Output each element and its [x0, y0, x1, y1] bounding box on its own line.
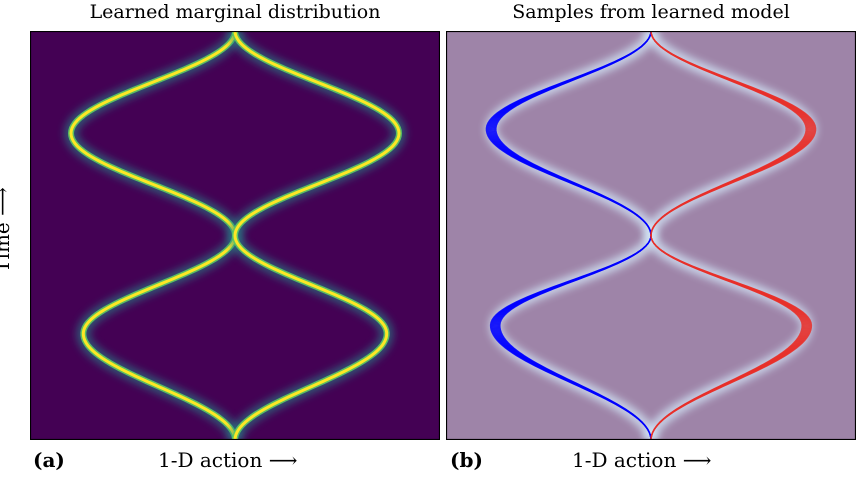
- samples-plot: [446, 31, 856, 440]
- sample-trajectory-1-9: [650, 31, 817, 440]
- panel-b-x-axis-label: 1-D action ⟶: [572, 448, 712, 472]
- panel-b-label: (b): [450, 448, 483, 472]
- panel-a-x-axis-label: 1-D action ⟶: [158, 448, 298, 472]
- panel-b-frame: [446, 31, 856, 440]
- panel-a-frame: [30, 31, 440, 440]
- panel-a-title: Learned marginal distribution: [89, 1, 381, 23]
- heatmap-plot: [30, 31, 440, 440]
- panel-b-samples: [446, 31, 856, 440]
- panel-b-title: Samples from learned model: [512, 1, 790, 23]
- heatmap-branch-1: [233, 31, 401, 440]
- y-axis-label: Time ⟶: [0, 187, 14, 273]
- panel-a-heatmap: [30, 31, 440, 440]
- panel-a-label: (a): [33, 448, 65, 472]
